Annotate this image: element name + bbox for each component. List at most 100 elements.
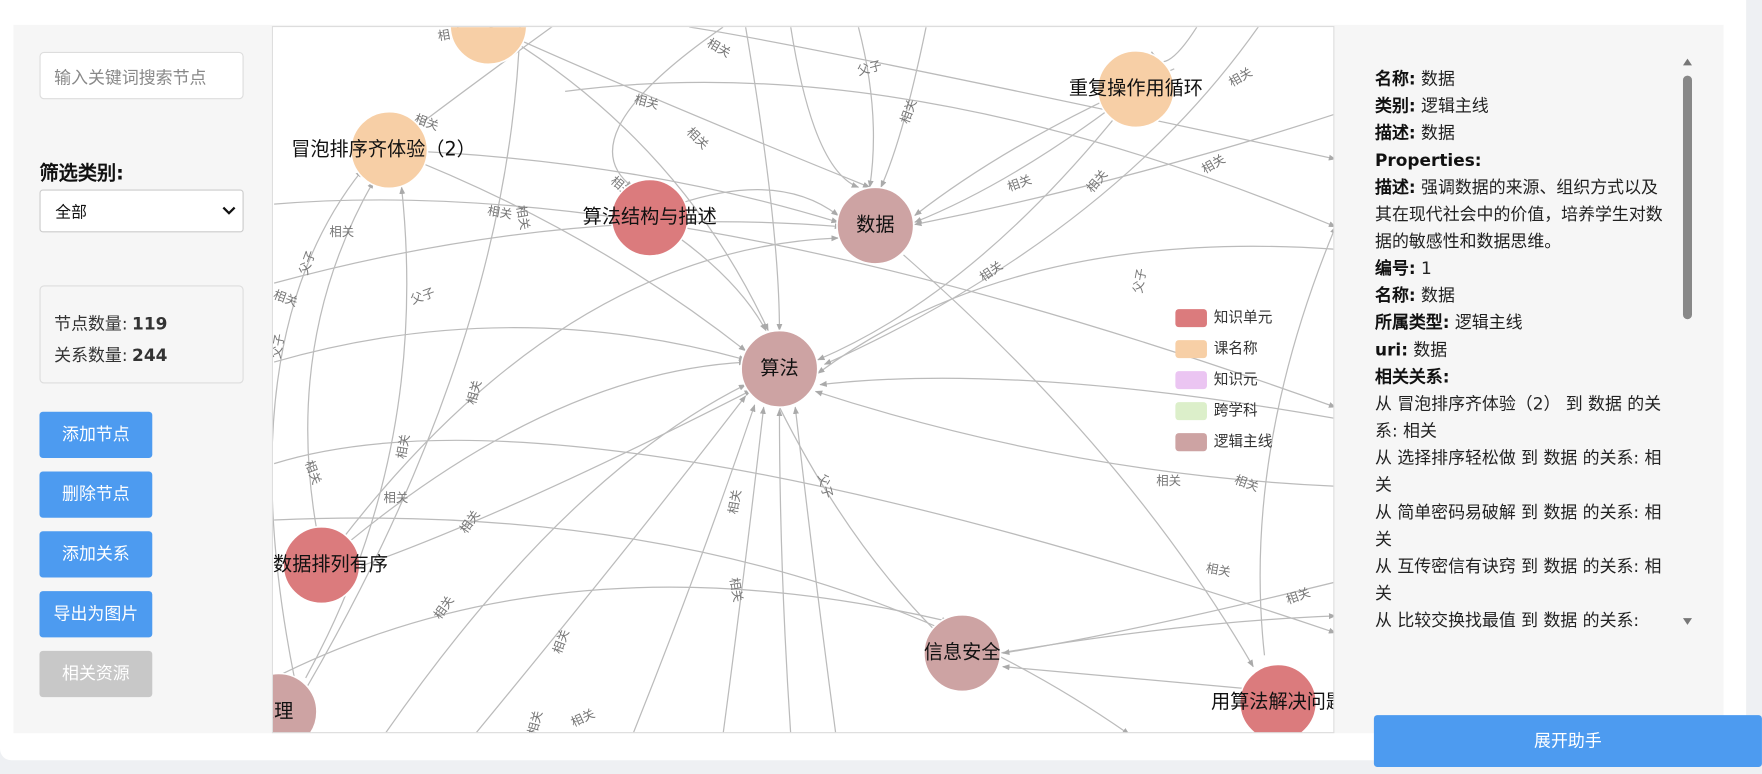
button[interactable]: 删除节点 xyxy=(39,471,153,518)
detail-line: 类别: 逻辑主线 xyxy=(1375,92,1674,119)
node[interactable]: 数据 xyxy=(836,186,915,265)
edge-label: 相关 xyxy=(384,490,409,505)
node[interactable]: 重复操作用循环 xyxy=(1069,49,1203,129)
detail-value: 数据 xyxy=(1421,122,1455,144)
node-label: 算法 xyxy=(760,356,798,379)
edge-label: 父子 xyxy=(273,333,287,360)
legend-item[interactable]: 知识元 xyxy=(1175,371,1258,390)
edge-label: 父子 xyxy=(1130,267,1149,294)
legend-item[interactable]: 逻辑主线 xyxy=(1175,433,1273,452)
edge xyxy=(274,199,1334,408)
detail-line: 描述: 强调数据的来源、组织方式以及其在现代社会中的价值，培养学生对数据的敏感性… xyxy=(1375,174,1674,255)
edge xyxy=(388,149,747,352)
node-circle xyxy=(1238,663,1318,733)
node-label: 冒泡排序齐体验（2） xyxy=(291,138,476,161)
edge xyxy=(272,169,363,679)
edge xyxy=(744,27,783,332)
edge-label: 相关 xyxy=(302,458,325,486)
search-input[interactable]: 输入关键词搜索节点 xyxy=(39,51,244,100)
detail-line: 名称: 数据 xyxy=(1375,65,1674,92)
legend-item[interactable]: 跨学科 xyxy=(1175,402,1258,421)
select-value: 全部 xyxy=(55,204,87,223)
edge xyxy=(793,406,837,733)
edge xyxy=(790,27,860,188)
button[interactable]: 添加关系 xyxy=(39,531,153,578)
node-label: 算法结构与描述 xyxy=(583,205,717,228)
legend-label: 逻辑主线 xyxy=(1214,433,1273,450)
legend-label: 课名称 xyxy=(1214,340,1258,357)
edge-label: 相关 xyxy=(514,204,533,231)
edge xyxy=(1002,581,1334,655)
button[interactable]: 添加节点 xyxy=(39,411,153,458)
edge xyxy=(305,186,408,679)
edge-label: 父子 xyxy=(815,472,836,500)
edge xyxy=(273,327,747,363)
edge xyxy=(489,27,769,332)
edge xyxy=(857,27,875,188)
legend-item[interactable]: 知识单元 xyxy=(1175,309,1273,328)
legend-label: 知识单元 xyxy=(1214,309,1273,326)
edge-label: 相关 xyxy=(633,91,661,112)
detail-line: 名称: 数据 xyxy=(1375,282,1674,309)
stat-label: 节点数量: xyxy=(54,313,128,334)
detail-key: 描述: xyxy=(1375,177,1416,198)
detail-key: 所属类型: xyxy=(1375,312,1450,333)
edge xyxy=(817,245,1334,374)
assistant-button[interactable]: 展开助手 xyxy=(1373,715,1762,768)
filter-label: 筛选类别: xyxy=(39,162,124,185)
node-label: 信息安全 xyxy=(924,641,1001,664)
node[interactable] xyxy=(449,27,528,66)
detail-line: 所属类型: 逻辑主线 xyxy=(1375,309,1674,336)
relation: 从 互传密信有诀窍 到 数据 的关系: 相关 xyxy=(1375,556,1662,604)
node-label: 重复操作用循环 xyxy=(1069,77,1203,100)
filter-select[interactable]: 全部 xyxy=(39,189,244,233)
node-circle xyxy=(610,178,689,257)
relation: 从 比较交换找最值 到 数据 的关系: xyxy=(1375,610,1640,631)
edge-label: 相关 xyxy=(524,709,545,733)
edge xyxy=(321,359,747,566)
detail-value: 数据 xyxy=(1421,68,1455,90)
stat: 关系数量: 244 xyxy=(54,340,229,372)
detail-value: 逻辑主线 xyxy=(1421,95,1489,117)
legend-swatch xyxy=(1175,433,1207,452)
detail-value: 1 xyxy=(1421,258,1432,279)
edge xyxy=(273,221,843,284)
relation: 从 冒泡排序齐体验（2） 到 数据 的关系: 相关 xyxy=(1375,393,1662,442)
button[interactable]: 导出为图片 xyxy=(39,591,153,638)
detail-line: 描述: 数据 xyxy=(1375,120,1674,147)
button[interactable]: 相关资源 xyxy=(39,650,153,698)
edge xyxy=(339,235,839,543)
node[interactable]: 冒泡排序齐体验（2） xyxy=(291,110,476,190)
node[interactable]: 算法结构与描述 xyxy=(583,178,717,257)
edge-label: 相关 xyxy=(725,488,744,515)
edge-label: 父子 xyxy=(856,57,884,78)
node[interactable]: 数据处理 xyxy=(272,672,318,733)
node[interactable]: 信息安全 xyxy=(922,613,1002,693)
node[interactable]: 算法 xyxy=(740,329,819,409)
edge-label: 相关 xyxy=(897,97,920,125)
edge-label: 父子 xyxy=(408,284,436,307)
graph[interactable]: 相关 相关 父子 相关 相关 相关 相关 相关 相关 相关 相关 相关 父子 相关 父子 相关 相关 相关 相关 父子… xyxy=(271,25,1335,734)
node[interactable]: 用算法解决问题 xyxy=(1211,663,1334,733)
edge-label: 相关 xyxy=(273,287,300,310)
detail-key: 名称: xyxy=(1375,285,1416,306)
relation: 从 简单密码易破解 到 数据 的关系: 相关 xyxy=(1375,501,1662,550)
node[interactable]: 数据排列有序 xyxy=(273,525,388,605)
detail-panel: 名称: 数据 类别: 逻辑主线 描述: 数据 Properties: 描述: 强调数据的… xyxy=(1375,65,1674,635)
edge-label: 相关 xyxy=(550,627,573,655)
edge-label: 相关 xyxy=(705,35,734,60)
edge xyxy=(823,27,1259,365)
edge xyxy=(307,180,374,532)
node-circle xyxy=(922,613,1002,693)
node-label: 用算法解决问题 xyxy=(1211,690,1334,713)
legend-swatch xyxy=(1175,371,1207,390)
scrollbar[interactable] xyxy=(1681,56,1695,629)
edge xyxy=(814,390,1334,487)
legend-item[interactable]: 课名称 xyxy=(1175,340,1258,359)
legend-label: 知识元 xyxy=(1214,371,1258,388)
detail-value: 强调数据的来源、组织方式以及其在现代社会中的价值，培养学生对数据的敏感性和数据思… xyxy=(1375,177,1663,252)
detail-line: 相关关系: xyxy=(1375,363,1674,390)
edge xyxy=(903,254,1254,668)
detail-line: 编号: 1 xyxy=(1375,255,1674,282)
